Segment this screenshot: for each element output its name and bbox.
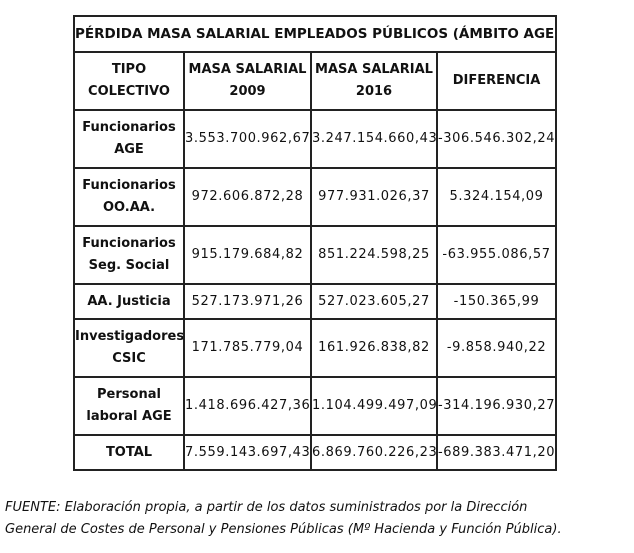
row-label: Funcionarios AGE — [73, 109, 185, 169]
cell-diff: -63.955.086,57 — [435, 225, 558, 285]
table-row: Funcionarios AGE 3.553.700.962,67 3.247.154… — [73, 109, 558, 169]
row-label: TOTAL — [73, 434, 185, 471]
row-label: Funcionarios OO.AA. — [73, 167, 185, 227]
cell-v2016: 6.869.760.226,23 — [310, 434, 438, 471]
header-masa-2016: MASA SALARIAL 2016 — [310, 51, 438, 111]
table-row: AA. Justicia 527.173.971,26 527.023.605,27… — [73, 283, 558, 320]
header-row: TIPO COLECTIVO MASA SALARIAL 2009 MASA SAL… — [73, 51, 558, 111]
cell-v2009: 527.173.971,26 — [183, 283, 312, 320]
table-row: TOTAL 7.559.143.697,43 6.869.760.226,23 -68… — [73, 434, 558, 471]
cell-v2009: 7.559.143.697,43 — [183, 434, 312, 471]
cell-diff: -689.383.471,20 — [435, 434, 558, 471]
row-label: Funcionarios Seg. Social — [73, 225, 185, 285]
cell-diff: -150.365,99 — [435, 283, 558, 320]
cell-v2016: 1.104.499.497,09 — [310, 376, 438, 436]
table-row: Personal laboral AGE 1.418.696.427,36 1.104… — [73, 376, 558, 436]
row-label: Investigadores CSIC — [73, 318, 185, 378]
cell-diff: -306.546.302,24 — [435, 109, 558, 169]
header-masa-2009: MASA SALARIAL 2009 — [183, 51, 312, 111]
source-note: FUENTE: Elaboración propia, a partir de … — [5, 500, 562, 537]
cell-v2016: 851.224.598,25 — [310, 225, 438, 285]
table-row: Investigadores CSIC 171.785.779,04 161.926.… — [73, 318, 558, 378]
cell-diff: -9.858.940,22 — [435, 318, 558, 378]
cell-v2016: 977.931.026,37 — [310, 167, 438, 227]
row-label: AA. Justicia — [73, 283, 185, 320]
header-tipo-colectivo: TIPO COLECTIVO — [73, 51, 185, 111]
cell-v2009: 171.785.779,04 — [183, 318, 312, 378]
cell-v2016: 527.023.605,27 — [310, 283, 438, 320]
cell-v2009: 915.179.684,82 — [183, 225, 312, 285]
table-row: Funcionarios Seg. Social 915.179.684,82 851… — [73, 225, 558, 285]
cell-diff: 5.324.154,09 — [435, 167, 558, 227]
cell-diff: -314.196.930,27 — [435, 376, 558, 436]
header-diferencia: DIFERENCIA — [435, 51, 558, 111]
cell-v2016: 161.926.838,82 — [310, 318, 438, 378]
salary-loss-table: PÉRDIDA MASA SALARIAL EMPLEADOS PÚBLICOS… — [72, 15, 558, 471]
table-row: Funcionarios OO.AA. 972.606.872,28 977.931.… — [73, 167, 558, 227]
row-label: Personal laboral AGE — [73, 376, 185, 436]
cell-v2016: 3.247.154.660,43 — [310, 109, 438, 169]
table-title: PÉRDIDA MASA SALARIAL EMPLEADOS PÚBLICOS… — [72, 15, 558, 53]
cell-v2009: 3.553.700.962,67 — [183, 109, 312, 169]
cell-v2009: 972.606.872,28 — [183, 167, 312, 227]
cell-v2009: 1.418.696.427,36 — [183, 376, 312, 436]
